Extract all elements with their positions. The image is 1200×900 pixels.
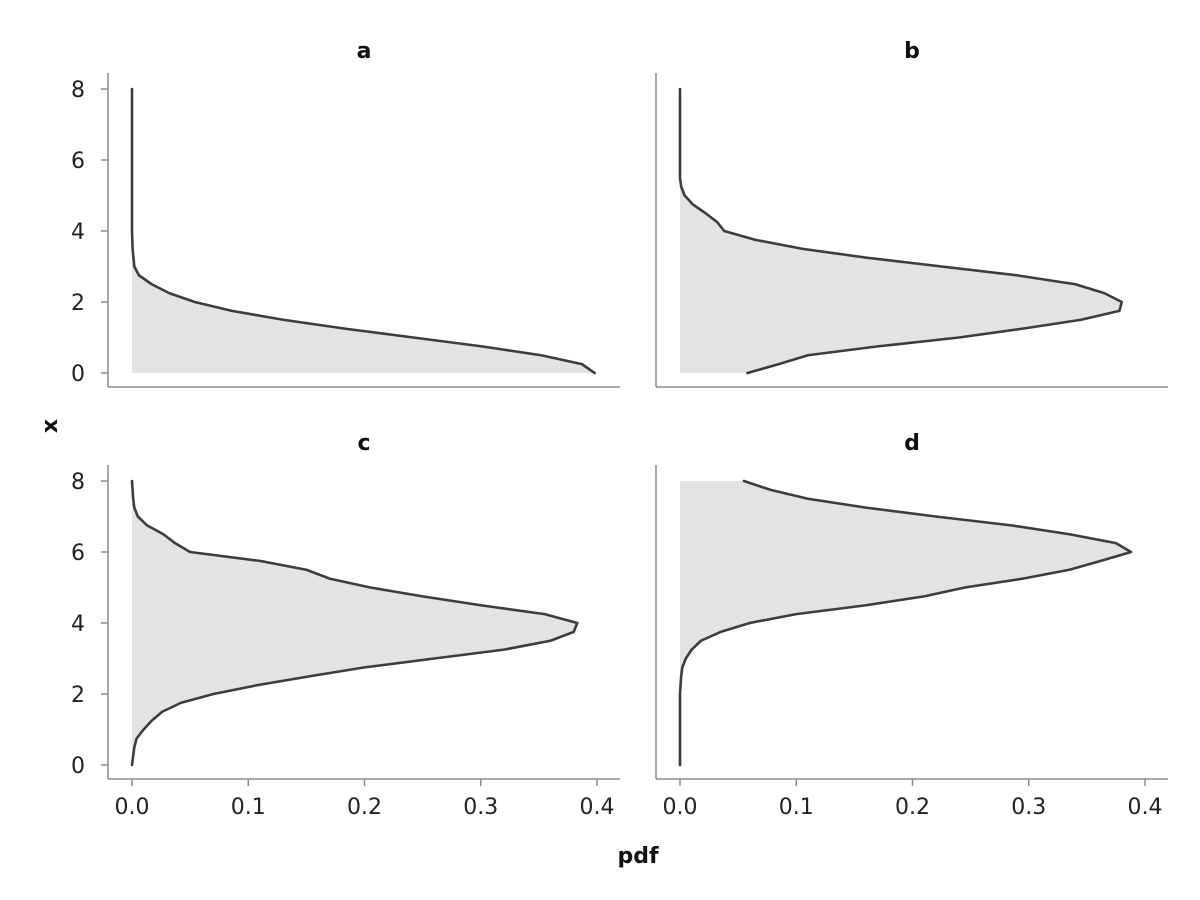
panel-title-b: b <box>904 39 920 64</box>
x-tick-label: 0.1 <box>779 795 814 820</box>
density-area-d <box>680 481 1132 765</box>
y-tick-label: 4 <box>71 220 85 245</box>
panel-title-a: a <box>357 39 372 64</box>
x-tick-label: 0.3 <box>463 795 498 820</box>
y-tick-label: 2 <box>71 683 85 708</box>
x-tick-label: 0.4 <box>580 795 615 820</box>
x-tick-label: 0.4 <box>1128 795 1163 820</box>
panel-c: c 0 2 4 6 8 0.0 0.1 0.2 0.3 0.4 <box>71 431 620 820</box>
panel-a: a 0 2 4 6 8 <box>71 39 620 388</box>
panels-group: a 0 2 4 6 8 b c 0 2 4 6 8 0.0 0.1 0.2 0.3 0.4 d 0.0 0.1 0.2 0.… <box>71 39 1168 820</box>
y-tick-label: 2 <box>71 291 85 316</box>
density-area-b <box>680 89 1122 373</box>
y-tick-label: 6 <box>71 149 85 174</box>
density-area-a <box>132 89 595 373</box>
panel-title-d: d <box>904 431 920 456</box>
x-tick-label: 0.2 <box>347 795 382 820</box>
density-curve-b <box>678 87 1124 375</box>
panel-d: d 0.0 0.1 0.2 0.3 0.4 <box>655 431 1168 820</box>
y-tick-label: 8 <box>71 470 85 495</box>
x-tick-label: 0.3 <box>1011 795 1046 820</box>
x-tick-label: 0.0 <box>115 795 150 820</box>
y-axis-title: x <box>38 419 63 433</box>
y-tick-label: 0 <box>71 362 85 387</box>
x-tick-label: 0.0 <box>663 795 698 820</box>
density-area-c <box>132 481 578 765</box>
density-curve-d <box>678 479 1133 767</box>
panel-title-c: c <box>357 431 370 456</box>
density-curve-c <box>130 479 579 767</box>
x-axis-title: pdf <box>617 844 658 869</box>
panel-b: b <box>655 39 1168 388</box>
y-tick-label: 4 <box>71 612 85 637</box>
x-tick-label: 0.1 <box>231 795 266 820</box>
y-tick-label: 6 <box>71 541 85 566</box>
x-tick-label: 0.2 <box>895 795 930 820</box>
y-tick-label: 0 <box>71 754 85 779</box>
density-curve-a <box>130 87 596 375</box>
y-tick-label: 8 <box>71 78 85 103</box>
